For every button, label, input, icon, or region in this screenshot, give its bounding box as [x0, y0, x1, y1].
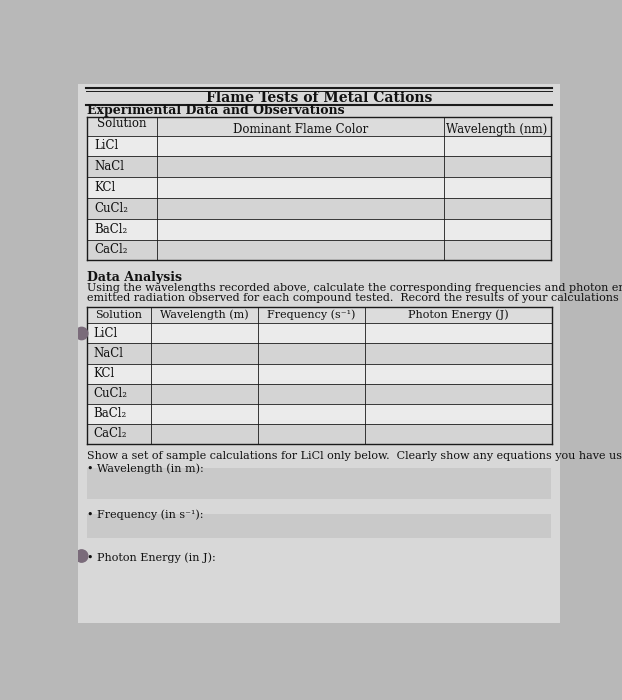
Bar — [87, 363, 552, 384]
Bar — [87, 239, 550, 260]
Text: • Wavelength (in m):: • Wavelength (in m): — [87, 463, 204, 474]
Text: Wavelength (nm): Wavelength (nm) — [447, 122, 547, 136]
Text: CaCl₂: CaCl₂ — [95, 244, 128, 256]
Text: KCl: KCl — [93, 367, 114, 380]
Text: Using the wavelengths recorded above, calculate the corresponding frequencies an: Using the wavelengths recorded above, ca… — [87, 284, 622, 293]
Text: BaCl₂: BaCl₂ — [95, 223, 128, 236]
Text: Solution: Solution — [97, 117, 147, 130]
Text: Solution: Solution — [95, 310, 142, 320]
Text: CaCl₂: CaCl₂ — [93, 427, 127, 440]
Circle shape — [75, 550, 88, 562]
Bar — [87, 307, 552, 323]
Text: Wavelength (m): Wavelength (m) — [160, 309, 248, 321]
Text: Experimental Data and Observations: Experimental Data and Observations — [87, 104, 345, 117]
Text: • Photon Energy (in J):: • Photon Energy (in J): — [87, 553, 216, 564]
Bar — [87, 424, 552, 444]
Text: Frequency (s⁻¹): Frequency (s⁻¹) — [267, 309, 355, 321]
Bar — [87, 136, 550, 156]
Text: LiCl: LiCl — [95, 139, 119, 153]
Text: LiCl: LiCl — [93, 327, 118, 340]
Text: NaCl: NaCl — [95, 160, 125, 174]
Text: CuCl₂: CuCl₂ — [95, 202, 129, 215]
Bar — [87, 117, 550, 136]
Bar — [87, 344, 552, 363]
Bar — [87, 403, 552, 424]
Text: • Frequency (in s⁻¹):: • Frequency (in s⁻¹): — [87, 510, 203, 520]
Bar — [87, 198, 550, 218]
Bar — [87, 468, 550, 499]
Bar — [87, 218, 550, 239]
Text: Show a set of sample calculations for LiCl only below.  Clearly show any equatio: Show a set of sample calculations for Li… — [87, 452, 622, 461]
Bar — [87, 323, 552, 344]
Text: Photon Energy (J): Photon Energy (J) — [408, 309, 509, 321]
Bar — [87, 384, 552, 403]
Text: emitted radiation observed for each compound tested.  Record the results of your: emitted radiation observed for each comp… — [87, 293, 622, 303]
Text: Data Analysis: Data Analysis — [87, 271, 182, 284]
Text: NaCl: NaCl — [93, 347, 123, 360]
Text: CuCl₂: CuCl₂ — [93, 387, 128, 400]
Circle shape — [75, 328, 88, 340]
Text: Flame Tests of Metal Cations: Flame Tests of Metal Cations — [206, 91, 432, 105]
Text: Dominant Flame Color: Dominant Flame Color — [233, 122, 368, 136]
Bar — [87, 177, 550, 198]
Text: KCl: KCl — [95, 181, 116, 194]
Bar — [87, 156, 550, 177]
Text: BaCl₂: BaCl₂ — [93, 407, 126, 420]
Bar — [87, 514, 550, 538]
